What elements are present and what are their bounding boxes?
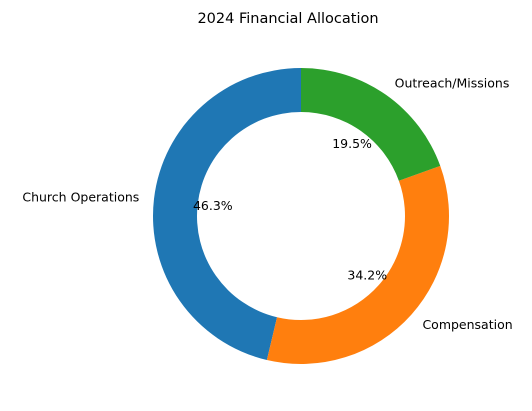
slice-church-operations bbox=[153, 68, 301, 361]
chart-title: 2024 Financial Allocation bbox=[197, 11, 378, 27]
pct-label-compensation: 34.2% bbox=[347, 268, 387, 283]
category-label-church-operations: Church Operations bbox=[22, 190, 139, 205]
slice-labels: 46.3% Church Operations 34.2% Compensation 1… bbox=[22, 75, 512, 332]
pct-label-church-operations: 46.3% bbox=[193, 198, 233, 213]
category-label-compensation: Compensation bbox=[422, 317, 512, 332]
category-label-outreach-missions: Outreach/Missions bbox=[395, 75, 510, 90]
slice-compensation bbox=[266, 165, 449, 365]
slice-outreach-missions bbox=[301, 68, 441, 181]
pct-label-outreach-missions: 19.5% bbox=[332, 136, 372, 151]
donut-slices bbox=[153, 68, 449, 365]
